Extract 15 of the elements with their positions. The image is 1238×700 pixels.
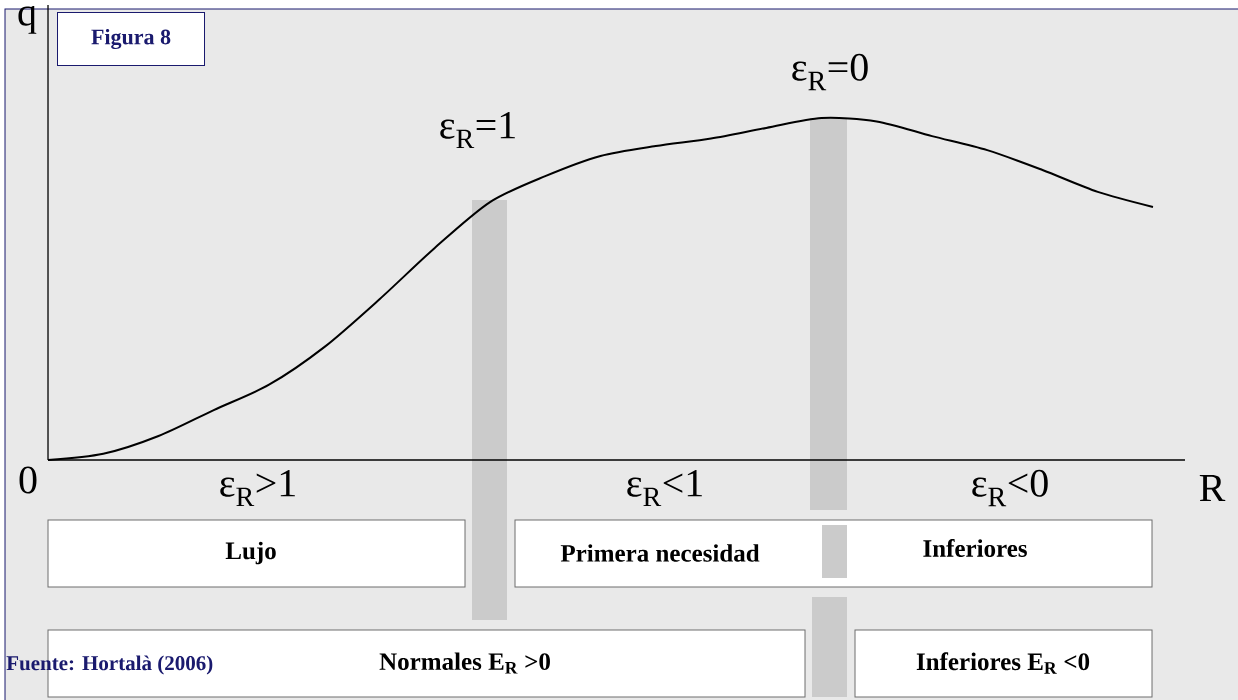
- source-note: Fuente: Hortalà (2006): [6, 655, 213, 675]
- text: Inferiores: [923, 539, 1027, 557]
- annotation: ε$_{R}$=1: [440, 111, 515, 149]
- text: ε$_{R}$<1: [627, 469, 702, 507]
- text: Normales E$_{R}$ >0: [379, 652, 550, 674]
- text: Lujo: [225, 541, 276, 565]
- text: Inferiores E$_{R}$ <0: [916, 652, 1090, 674]
- chart-title: Figura 8: [91, 28, 171, 50]
- text: 0: [19, 466, 37, 494]
- x-axis-title: R: [1199, 474, 1226, 502]
- text: ε$_{R}$>1: [220, 469, 295, 507]
- text: Primera necesidad: [560, 544, 760, 562]
- y-axis-title: q: [18, 6, 37, 34]
- text: ε$_{R}$=0: [792, 53, 868, 91]
- text: ε$_{R}$<0: [972, 469, 1048, 507]
